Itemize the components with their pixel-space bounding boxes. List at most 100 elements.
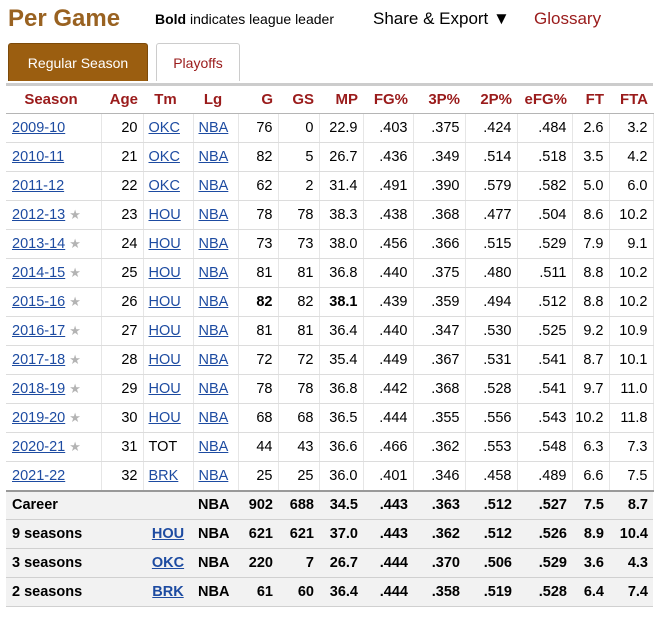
team-link[interactable]: OKC	[151, 555, 185, 571]
team-link[interactable]: HOU	[148, 236, 181, 252]
season-link[interactable]: 2019-20	[12, 410, 66, 426]
all-star-icon: ★	[69, 207, 81, 222]
p3-cell: .370	[413, 548, 465, 578]
efg-cell: .504	[517, 200, 573, 230]
league-link[interactable]: NBA	[198, 178, 229, 194]
league-link[interactable]: NBA	[198, 236, 229, 252]
p3-cell: .367	[413, 345, 466, 375]
team-link[interactable]: HOU	[148, 352, 181, 368]
lg-cell: NBA	[193, 577, 238, 607]
summary-label: 9 seasons	[6, 519, 101, 549]
season-link[interactable]: 2014-15	[12, 265, 66, 281]
fgp-cell: .403	[363, 113, 414, 143]
league-link[interactable]: NBA	[198, 467, 229, 484]
season-link[interactable]: 2010-11	[12, 149, 65, 165]
fgp-cell: .442	[363, 374, 414, 404]
season-link[interactable]: 2012-13	[12, 207, 66, 223]
col-header-mp[interactable]: MP	[319, 83, 363, 114]
league-link[interactable]: NBA	[198, 265, 229, 281]
gs-cell: 7	[278, 548, 319, 578]
p3-cell: .366	[413, 229, 466, 259]
season-link[interactable]: 2015-16	[12, 294, 66, 310]
team-link[interactable]: HOU	[148, 323, 181, 339]
col-header-tm[interactable]: Tm	[143, 83, 193, 114]
season-link[interactable]: 2009-10	[12, 120, 66, 136]
season-link[interactable]: 2013-14	[12, 236, 66, 252]
season-link[interactable]: 2021-22	[12, 467, 66, 484]
ft-cell: 8.6	[572, 200, 610, 230]
bold-legend: Bold indicates league leader	[155, 11, 334, 27]
team-link[interactable]: HOU	[148, 381, 181, 397]
lg-cell: NBA	[193, 200, 239, 230]
mp-cell: 36.4	[319, 577, 363, 607]
col-header-gs[interactable]: GS	[278, 83, 319, 114]
team-link[interactable]: BRK	[148, 467, 179, 484]
team-link[interactable]: OKC	[148, 178, 180, 194]
season-cell: 2014-15 ★	[6, 258, 102, 288]
fta-cell: 7.3	[609, 432, 654, 462]
col-header-lg[interactable]: Lg	[193, 83, 238, 114]
ft-cell: 6.3	[572, 432, 610, 462]
team-link[interactable]: HOU	[151, 526, 185, 542]
league-link[interactable]: NBA	[198, 439, 229, 455]
col-header-2p-pct[interactable]: 2P%	[465, 83, 517, 114]
season-cell: 2012-13 ★	[6, 200, 102, 230]
ft-cell: 5.0	[572, 171, 610, 201]
team-link[interactable]: HOU	[148, 410, 181, 426]
season-link[interactable]: 2020-21	[12, 439, 66, 455]
col-header-age[interactable]: Age	[101, 83, 143, 114]
table-row: 2019-20 ★ 30 HOU NBA 68 68 36.5.444.355.556.543…	[6, 403, 654, 433]
league-link[interactable]: NBA	[198, 294, 229, 310]
all-star-icon: ★	[69, 381, 81, 396]
col-header-fg-pct[interactable]: FG%	[363, 83, 413, 114]
efg-cell: .528	[517, 577, 572, 607]
gs-cell: 60	[278, 577, 319, 607]
gs-cell: 73	[278, 229, 320, 259]
table-row: 2020-21 ★ 31 TOT NBA 44 43 36.6.466.362.553.548…	[6, 432, 654, 462]
col-header-ft[interactable]: FT	[572, 83, 609, 114]
gs-cell: 688	[278, 489, 319, 520]
season-cell: 2017-18 ★	[6, 345, 102, 375]
season-link[interactable]: 2017-18	[12, 352, 66, 368]
team-link[interactable]: HOU	[148, 207, 181, 223]
per-game-table: Season Age Tm Lg G GS MP FG% 3P% 2P% eFG…	[6, 83, 654, 607]
col-header-efg-pct[interactable]: eFG%	[517, 83, 572, 114]
fgp-cell: .456	[363, 229, 414, 259]
col-header-fta[interactable]: FTA	[609, 83, 653, 114]
share-export-menu[interactable]: Share & Export ▼	[373, 9, 510, 28]
tm-cell: HOU	[143, 374, 194, 404]
team-link[interactable]: HOU	[148, 265, 181, 281]
league-link[interactable]: NBA	[198, 323, 229, 339]
col-header-g[interactable]: G	[238, 83, 278, 114]
league-link[interactable]: NBA	[198, 207, 229, 223]
lg-cell: NBA	[193, 258, 239, 288]
col-header-3p-pct[interactable]: 3P%	[413, 83, 465, 114]
table-row: 2010-11 21 OKC NBA 82 5 26.7.436.349.514.518 3.…	[6, 142, 654, 172]
team-link[interactable]: HOU	[148, 294, 181, 310]
p3-cell: .390	[413, 171, 466, 201]
league-link[interactable]: NBA	[198, 149, 229, 165]
season-link[interactable]: 2011-12	[12, 178, 65, 194]
tab-regular-season[interactable]: Regular Season	[8, 43, 148, 81]
gs-cell: 25	[278, 461, 320, 491]
tab-playoffs[interactable]: Playoffs	[156, 43, 240, 81]
fgp-cell: .444	[363, 403, 414, 433]
tm-cell: HOU	[143, 345, 194, 375]
col-header-season[interactable]: Season	[6, 83, 101, 114]
season-link[interactable]: 2018-19	[12, 381, 66, 397]
efg-cell: .548	[517, 432, 573, 462]
season-cell: 2010-11	[6, 142, 102, 172]
team-link[interactable]: OKC	[148, 149, 180, 165]
glossary-link[interactable]: Glossary	[534, 9, 602, 28]
league-link[interactable]: NBA	[198, 352, 229, 368]
team-link[interactable]: BRK	[152, 584, 184, 600]
p2-cell: .515	[465, 229, 518, 259]
league-link[interactable]: NBA	[198, 120, 229, 136]
g-cell: 25	[238, 461, 279, 491]
league-link[interactable]: NBA	[198, 410, 229, 426]
season-link[interactable]: 2016-17	[12, 323, 66, 339]
table-body: 2009-10 20 OKC NBA 76 0 22.9.403.375.424.484 2.…	[6, 113, 654, 491]
team-link[interactable]: OKC	[148, 120, 180, 136]
efg-cell: .541	[517, 374, 573, 404]
league-link[interactable]: NBA	[198, 381, 229, 397]
